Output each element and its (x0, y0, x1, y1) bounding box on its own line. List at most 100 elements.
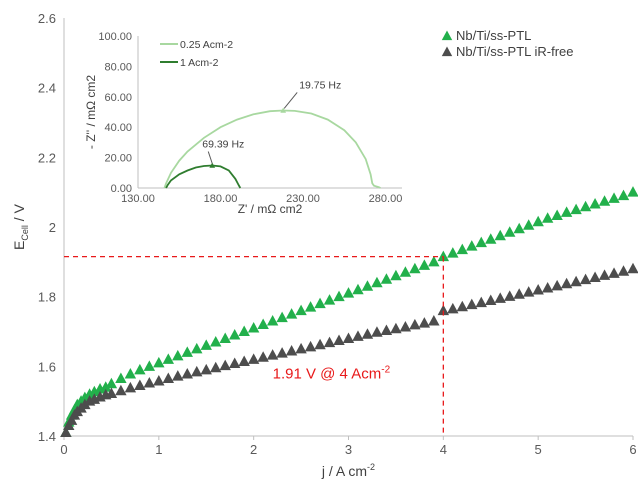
data-point-ir-free (560, 277, 573, 289)
data-point-ir-free (238, 355, 250, 366)
data-point-nb-ti (399, 266, 412, 277)
data-point-ir-free (105, 387, 118, 399)
data-point-ir-free (627, 262, 638, 274)
inset-axes: 130.00 180.00 230.00 280.00 0.00 20.00 40.00 60… (98, 31, 402, 205)
x-tick-label: 4 (440, 442, 447, 457)
data-point-nb-ti (598, 195, 611, 206)
inset-legend: 0.25 Acm-2 1 Acm-2 (160, 39, 233, 69)
data-point-nb-ti (314, 297, 326, 309)
data-point-nb-ti (134, 363, 146, 375)
data-point-ir-free (200, 363, 212, 375)
data-point-nb-ti (380, 273, 393, 284)
data-point-nb-ti (418, 259, 431, 270)
data-point-nb-ti (352, 283, 364, 295)
x-axis-label-text: j / A cm (321, 463, 367, 479)
data-point-ir-free (522, 286, 535, 297)
data-point-ir-free (494, 292, 506, 303)
data-point-ir-free (247, 353, 260, 364)
data-point-nb-ti (617, 189, 630, 201)
data-point-nb-ti (162, 353, 175, 364)
data-point-ir-free (304, 340, 317, 352)
data-point-ir-free (361, 328, 374, 339)
inset-y-tick-label: 20.00 (104, 153, 132, 165)
data-point-ir-free (589, 271, 601, 283)
data-point-nb-ti (342, 287, 355, 298)
x-tick-label: 2 (250, 442, 257, 457)
data-point-ir-free (323, 336, 336, 348)
data-point-ir-free (541, 281, 554, 293)
data-point-ir-free (475, 296, 487, 308)
data-point-nb-ti (608, 192, 620, 203)
data-point-nb-ti (191, 342, 203, 354)
data-point-nb-ti (304, 301, 317, 312)
inset-leader-line-high (207, 151, 213, 164)
y-tick-label: 1.4 (38, 429, 56, 444)
data-point-ir-free (115, 384, 127, 396)
data-point-ir-free (456, 300, 468, 312)
data-point-ir-free (551, 279, 563, 291)
inset-series (163, 92, 381, 189)
inset-y-tick-label: 0.00 (111, 183, 132, 195)
data-point-nb-ti (541, 212, 554, 223)
data-point-ir-free (153, 374, 165, 386)
data-point-nb-ti (589, 198, 601, 209)
legend-marker-nb-ti (441, 30, 453, 41)
main-series (60, 186, 638, 438)
data-point-nb-ti (124, 367, 137, 379)
inset-legend-label-low: 0.25 Acm-2 (180, 39, 233, 51)
data-point-ir-free (181, 367, 193, 379)
x-axis-label: j / A cm-2 (321, 462, 375, 479)
data-point-ir-free (134, 379, 146, 390)
data-point-ir-free (399, 320, 412, 332)
data-point-nb-ti (323, 294, 336, 305)
inset-y-tick-label: 40.00 (104, 122, 132, 134)
inset-x-axis-label: Z' / mΩ cm2 (238, 202, 303, 216)
data-point-ir-free (60, 426, 72, 438)
frequency-marker-high (209, 162, 216, 168)
data-point-ir-free (333, 334, 345, 346)
data-point-ir-free (143, 377, 156, 388)
data-point-nb-ti (513, 222, 525, 234)
data-point-ir-free (314, 338, 326, 350)
data-point-ir-free (79, 398, 91, 410)
data-point-ir-free (352, 330, 364, 341)
data-point-nb-ti (247, 322, 260, 333)
data-point-nb-ti (143, 360, 156, 371)
data-point-ir-free (390, 322, 402, 334)
inset-y-tick-label: 100.00 (98, 31, 132, 43)
y-tick-label: 2.4 (38, 81, 56, 96)
data-point-ir-free (428, 315, 440, 326)
data-point-nb-ti (485, 233, 497, 244)
frequency-marker-low (280, 107, 287, 113)
operating-point-annotation: 1.91 V @ 4 Acm-2 (273, 365, 391, 383)
y-tick-label: 2 (49, 220, 56, 235)
data-point-ir-free (513, 288, 525, 299)
data-point-nb-ti (100, 381, 112, 392)
data-point-nb-ti (494, 229, 506, 241)
y-axis-label-text: E (11, 241, 27, 250)
data-point-ir-free (342, 332, 355, 343)
main-axes: 0 1 2 3 4 5 6 1.4 1.6 1.8 2 2.2 2.4 2.6 (38, 11, 637, 457)
inset-x-tick-label: 230.00 (286, 193, 320, 205)
data-point-nb-ti (181, 346, 193, 357)
data-point-nb-ti (266, 315, 279, 326)
data-point-nb-ti (437, 250, 450, 262)
annotation-superscript: -2 (381, 365, 390, 376)
x-tick-label: 1 (155, 442, 162, 457)
nyquist-curve-high-current (165, 164, 242, 189)
data-point-nb-ti (210, 335, 222, 347)
data-point-nb-ti (105, 377, 118, 389)
data-point-ir-free (380, 324, 393, 335)
inset-y-tick-label: 80.00 (104, 61, 132, 73)
y-tick-label: 1.8 (38, 290, 56, 305)
data-point-nb-ti (153, 356, 165, 368)
data-point-nb-ti (560, 206, 573, 217)
inset-legend-label-high: 1 Acm-2 (180, 57, 219, 69)
data-point-nb-ti (532, 215, 544, 227)
data-point-nb-ti (570, 203, 582, 215)
x-tick-label: 3 (345, 442, 352, 457)
data-point-nb-ti (88, 385, 101, 397)
data-point-ir-free (437, 304, 450, 316)
data-point-nb-ti (428, 255, 440, 267)
